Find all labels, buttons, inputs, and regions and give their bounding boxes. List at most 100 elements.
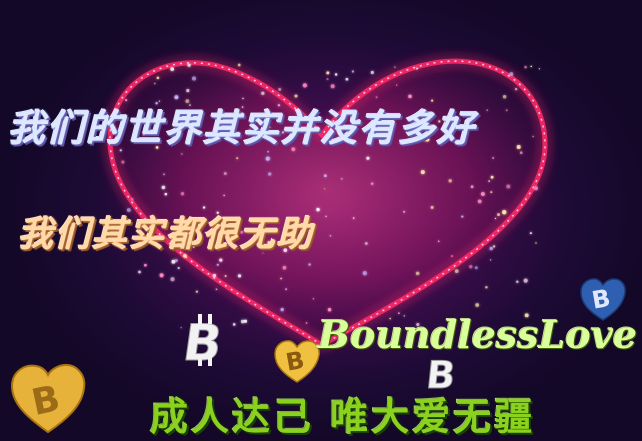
bitcoin-icon-white: B	[184, 312, 230, 368]
sparkle-dot	[346, 78, 349, 81]
bitcoin-heart-gold-icon: B	[8, 360, 88, 436]
sparkle-dot	[371, 183, 373, 185]
sparkle-dot	[280, 308, 283, 311]
sparkle-dot	[233, 323, 236, 326]
sparkle-dot	[157, 77, 160, 80]
sparkle-dot	[535, 242, 537, 244]
sparkle-dot	[416, 272, 420, 276]
sparkle-dot	[520, 151, 523, 154]
sparkle-dot	[341, 178, 343, 180]
sparkle-dot	[506, 109, 508, 111]
sparkle-dot	[160, 273, 164, 277]
sparkle-dot	[316, 208, 319, 211]
sparkle-dot	[438, 240, 440, 242]
sparkle-dot	[188, 64, 191, 67]
sparkle-dot	[162, 186, 166, 190]
sparkle-dot	[493, 245, 495, 247]
sparkle-dot	[488, 180, 489, 181]
sparkle-dot	[131, 198, 134, 201]
sparkle-dot	[283, 266, 287, 270]
sparkle-dot	[497, 213, 500, 216]
sparkle-dot	[330, 235, 332, 237]
sparkle-dot	[530, 232, 532, 234]
sparkle-dot	[170, 67, 174, 71]
sparkle-dot	[236, 157, 238, 159]
sparkle-dot	[313, 298, 315, 300]
sparkle-dot	[213, 274, 216, 277]
sparkle-dot	[448, 179, 451, 182]
sparkle-dot	[280, 278, 282, 280]
sparkle-dot	[515, 88, 517, 90]
sparkle-dot	[163, 173, 165, 175]
sparkle-dot	[475, 303, 479, 307]
sparkle-dot	[225, 275, 227, 277]
sparkle-dot	[509, 72, 513, 76]
sparkle-dot	[492, 157, 494, 159]
sparkle-dot	[178, 267, 180, 269]
sparkle-dot	[490, 259, 491, 260]
sparkle-dot	[471, 185, 474, 188]
sparkle-dot	[285, 288, 287, 290]
sparkle-dot	[335, 73, 337, 75]
caption-line-4: 成人达己 唯大爱无疆	[150, 386, 535, 441]
sparkle-dot	[238, 64, 241, 67]
sparkle-dot	[455, 269, 459, 273]
sparkle-dot	[268, 172, 271, 175]
sparkle-dot	[278, 88, 281, 91]
sparkle-dot	[196, 291, 198, 293]
sparkle-dot	[328, 308, 331, 311]
sparkle-dot	[534, 186, 538, 190]
sparkle-dot	[352, 70, 354, 72]
sparkle-dot	[394, 66, 395, 67]
sparkle-dot	[331, 84, 335, 88]
sparkle-dot	[217, 264, 219, 266]
sparkle-dot	[532, 136, 533, 137]
sparkle-dot	[219, 258, 222, 261]
sparkle-dot	[517, 145, 521, 149]
sparkle-dot	[326, 78, 328, 80]
sparkle-dot	[495, 218, 496, 219]
sparkle-dot	[475, 266, 478, 269]
sparkle-dot	[524, 66, 527, 69]
sparkle-dot	[524, 279, 528, 283]
sparkle-dot	[170, 277, 174, 281]
sparkle-dot	[481, 192, 485, 196]
sparkle-dot	[469, 265, 472, 268]
sparkle-dot	[506, 185, 510, 189]
sparkle-dot	[490, 191, 492, 193]
sparkle-dot	[485, 286, 487, 288]
sparkle-dot	[223, 195, 224, 196]
sparkle-dot	[371, 71, 374, 74]
sparkle-dot	[154, 83, 156, 85]
sparkle-dot	[491, 176, 494, 179]
sparkle-dot	[363, 271, 367, 275]
sparkle-dot	[451, 255, 453, 257]
sparkle-dot	[186, 89, 189, 92]
sparkle-dot	[241, 320, 245, 324]
sparkle-dot	[216, 288, 218, 290]
sparkle-dot	[181, 192, 184, 195]
sparkle-dot	[306, 322, 308, 324]
sparkle-dot	[261, 92, 264, 95]
sparkle-dot	[326, 71, 329, 74]
sparkle-dot	[403, 211, 405, 213]
sparkle-dot	[416, 68, 418, 70]
sparkle-dot	[365, 242, 368, 245]
sparkle-dot	[396, 84, 397, 85]
sparkle-dot	[487, 110, 488, 111]
sparkle-dot	[530, 66, 532, 68]
sparkle-dot	[539, 68, 540, 69]
caption-line-2: 我们其实都很无助	[18, 206, 314, 257]
sparkle-dot	[421, 170, 425, 174]
sparkle-dot	[180, 327, 181, 328]
svg-text:B: B	[184, 313, 226, 368]
sparkle-dot	[175, 259, 178, 262]
sparkle-dot	[489, 247, 493, 251]
sparkle-dot	[308, 263, 310, 265]
sparkle-dot	[366, 157, 369, 160]
sparkle-dot	[303, 83, 307, 87]
sparkle-dot	[503, 95, 506, 98]
sparkle-dot	[325, 216, 327, 218]
sparkle-dot	[224, 172, 227, 175]
